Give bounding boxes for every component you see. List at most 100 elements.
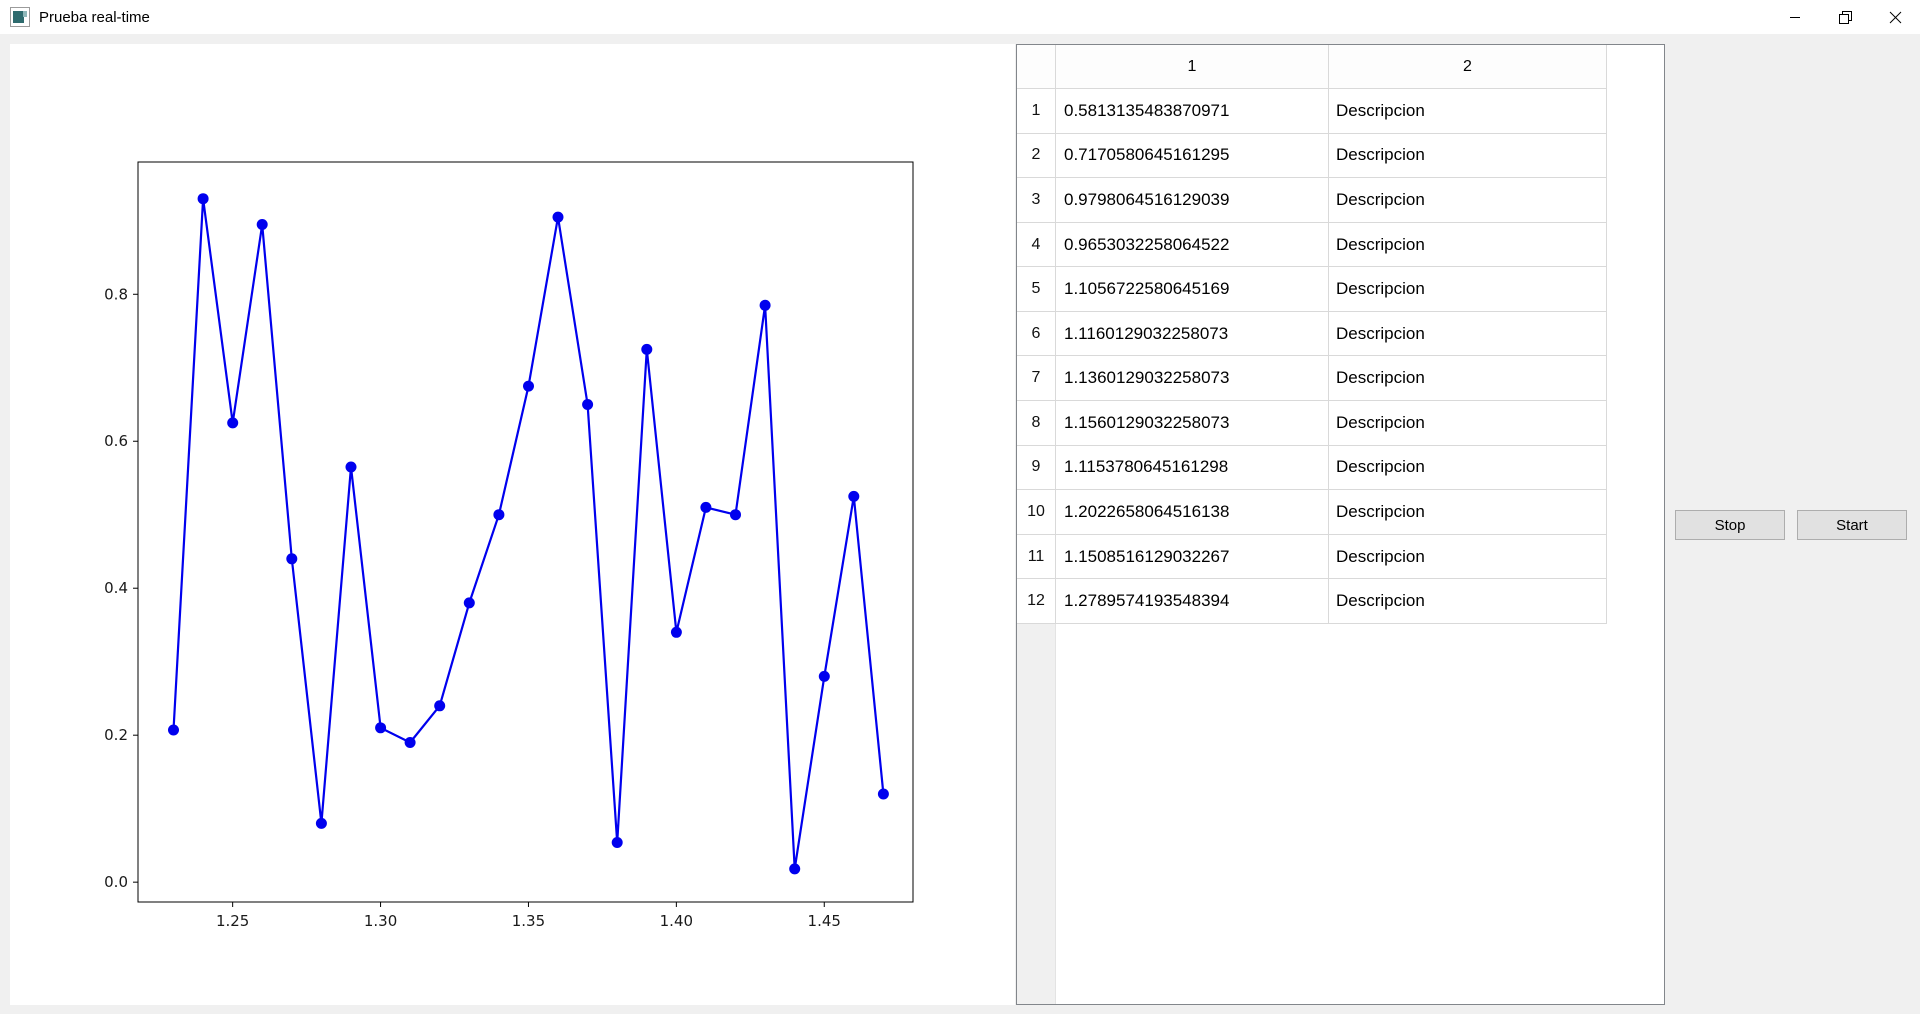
data-point xyxy=(730,509,741,521)
data-point xyxy=(523,380,534,392)
table-header-row: 1 2 xyxy=(1017,45,1607,89)
y-tick-label: 0.6 xyxy=(104,432,128,450)
y-tick-label: 0.8 xyxy=(104,285,128,303)
table-row: 12 1.2789574193548394 Descripcion xyxy=(1017,579,1664,624)
value-cell[interactable]: 0.7170580645161295 xyxy=(1056,133,1329,179)
table-row: 8 1.1560129032258073 Descripcion xyxy=(1017,401,1664,446)
value-cell[interactable]: 0.9798064516129039 xyxy=(1056,178,1329,223)
data-point xyxy=(256,219,268,230)
data-point xyxy=(552,211,564,223)
value-cell[interactable]: 0.9653032258064522 xyxy=(1056,222,1329,268)
value-cell[interactable]: 0.5813135483870971 xyxy=(1056,89,1329,134)
data-point xyxy=(463,597,475,609)
data-point xyxy=(375,722,387,734)
minimize-icon xyxy=(1789,11,1801,23)
x-tick-label: 1.35 xyxy=(512,912,545,930)
table-corner-button[interactable] xyxy=(1017,45,1056,89)
value-cell[interactable]: 1.1160129032258073 xyxy=(1056,311,1329,357)
data-point xyxy=(315,817,327,829)
description-cell[interactable]: Descripcion xyxy=(1329,445,1607,491)
row-number-cell[interactable]: 1 xyxy=(1017,89,1056,134)
caption-buttons xyxy=(1770,0,1920,34)
data-point xyxy=(877,788,889,800)
row-number-cell[interactable]: 4 xyxy=(1017,222,1056,268)
table-row: 2 0.7170580645161295 Descripcion xyxy=(1017,133,1664,179)
stop-button[interactable]: Stop xyxy=(1675,510,1785,540)
data-point xyxy=(197,193,209,205)
data-point xyxy=(641,343,653,355)
value-cell[interactable]: 1.2022658064516138 xyxy=(1056,490,1329,535)
vertical-header-filler xyxy=(1017,624,1056,1004)
plot-canvas: 1.25 1.30 1.35 1.40 1.45 0.0 0.2 0.4 0.6 0.8 xyxy=(10,44,1015,1005)
row-number-cell[interactable]: 10 xyxy=(1017,490,1056,535)
description-cell[interactable]: Descripcion xyxy=(1329,534,1607,580)
data-point xyxy=(227,417,239,429)
window-title: Prueba real-time xyxy=(39,8,150,26)
app-window-icon xyxy=(10,7,30,27)
start-button[interactable]: Start xyxy=(1797,510,1907,540)
row-number-cell[interactable]: 5 xyxy=(1017,267,1056,312)
line-series xyxy=(172,197,885,871)
table-row: 3 0.9798064516129039 Descripcion xyxy=(1017,178,1664,223)
x-tick-label: 1.30 xyxy=(364,912,397,930)
data-point xyxy=(434,700,446,712)
row-number-cell[interactable]: 2 xyxy=(1017,133,1056,179)
close-icon xyxy=(1889,11,1902,24)
table-row: 10 1.2022658064516138 Descripcion xyxy=(1017,490,1664,535)
row-number-cell[interactable]: 6 xyxy=(1017,311,1056,357)
table-row: 11 1.1508516129032267 Descripcion xyxy=(1017,534,1664,580)
value-cell[interactable]: 1.1056722580645169 xyxy=(1056,267,1329,312)
titlebar: Prueba real-time xyxy=(0,0,1920,34)
data-point xyxy=(611,837,623,848)
row-number-cell[interactable]: 12 xyxy=(1017,579,1056,624)
description-cell[interactable]: Descripcion xyxy=(1329,490,1607,535)
data-point xyxy=(670,626,682,638)
data-point xyxy=(582,399,594,410)
y-tick-label: 0.0 xyxy=(104,873,128,891)
line-chart: 1.25 1.30 1.35 1.40 1.45 0.0 0.2 0.4 0.6 0.8 xyxy=(104,161,914,930)
minimize-button[interactable] xyxy=(1770,0,1820,34)
description-cell[interactable]: Descripcion xyxy=(1329,222,1607,268)
table-row: 1 0.5813135483870971 Descripcion xyxy=(1017,89,1664,134)
y-tick-label: 0.4 xyxy=(104,579,128,597)
description-cell[interactable]: Descripcion xyxy=(1329,579,1607,624)
column-header-2[interactable]: 2 xyxy=(1329,45,1607,89)
maximize-button[interactable] xyxy=(1820,0,1870,34)
row-number-cell[interactable]: 9 xyxy=(1017,445,1056,491)
data-point xyxy=(759,299,771,311)
table-body: 1 0.5813135483870971 Descripcion 2 0.7170580… xyxy=(1017,89,1664,624)
data-point xyxy=(493,509,505,521)
table-row: 7 1.1360129032258073 Descripcion xyxy=(1017,356,1664,402)
column-header-1[interactable]: 1 xyxy=(1056,45,1329,89)
value-cell[interactable]: 1.1360129032258073 xyxy=(1056,356,1329,402)
value-cell[interactable]: 1.1508516129032267 xyxy=(1056,534,1329,580)
data-table: 1 2 1 0.5813135483870971 Descripcion 2 0.717… xyxy=(1016,44,1665,1005)
description-cell[interactable]: Descripcion xyxy=(1329,133,1607,179)
description-cell[interactable]: Descripcion xyxy=(1329,311,1607,357)
data-point xyxy=(168,724,179,736)
close-button[interactable] xyxy=(1870,0,1920,34)
data-point xyxy=(345,461,357,473)
table-row: 6 1.1160129032258073 Descripcion xyxy=(1017,311,1664,357)
data-point xyxy=(404,737,416,748)
description-cell[interactable]: Descripcion xyxy=(1329,178,1607,223)
data-point xyxy=(700,501,712,513)
description-cell[interactable]: Descripcion xyxy=(1329,89,1607,134)
description-cell[interactable]: Descripcion xyxy=(1329,267,1607,312)
value-cell[interactable]: 1.2789574193548394 xyxy=(1056,579,1329,624)
data-point xyxy=(848,490,860,502)
row-number-cell[interactable]: 8 xyxy=(1017,401,1056,446)
row-number-cell[interactable]: 3 xyxy=(1017,178,1056,223)
table-row: 9 1.1153780645161298 Descripcion xyxy=(1017,445,1664,491)
data-point xyxy=(818,670,830,682)
table-row: 4 0.9653032258064522 Descripcion xyxy=(1017,222,1664,268)
row-number-cell[interactable]: 7 xyxy=(1017,356,1056,402)
description-cell[interactable]: Descripcion xyxy=(1329,401,1607,446)
x-tick-label: 1.45 xyxy=(808,912,841,930)
value-cell[interactable]: 1.1153780645161298 xyxy=(1056,445,1329,491)
value-cell[interactable]: 1.1560129032258073 xyxy=(1056,401,1329,446)
description-cell[interactable]: Descripcion xyxy=(1329,356,1607,402)
row-number-cell[interactable]: 11 xyxy=(1017,534,1056,580)
data-point xyxy=(286,553,298,565)
restore-icon xyxy=(1838,10,1852,24)
